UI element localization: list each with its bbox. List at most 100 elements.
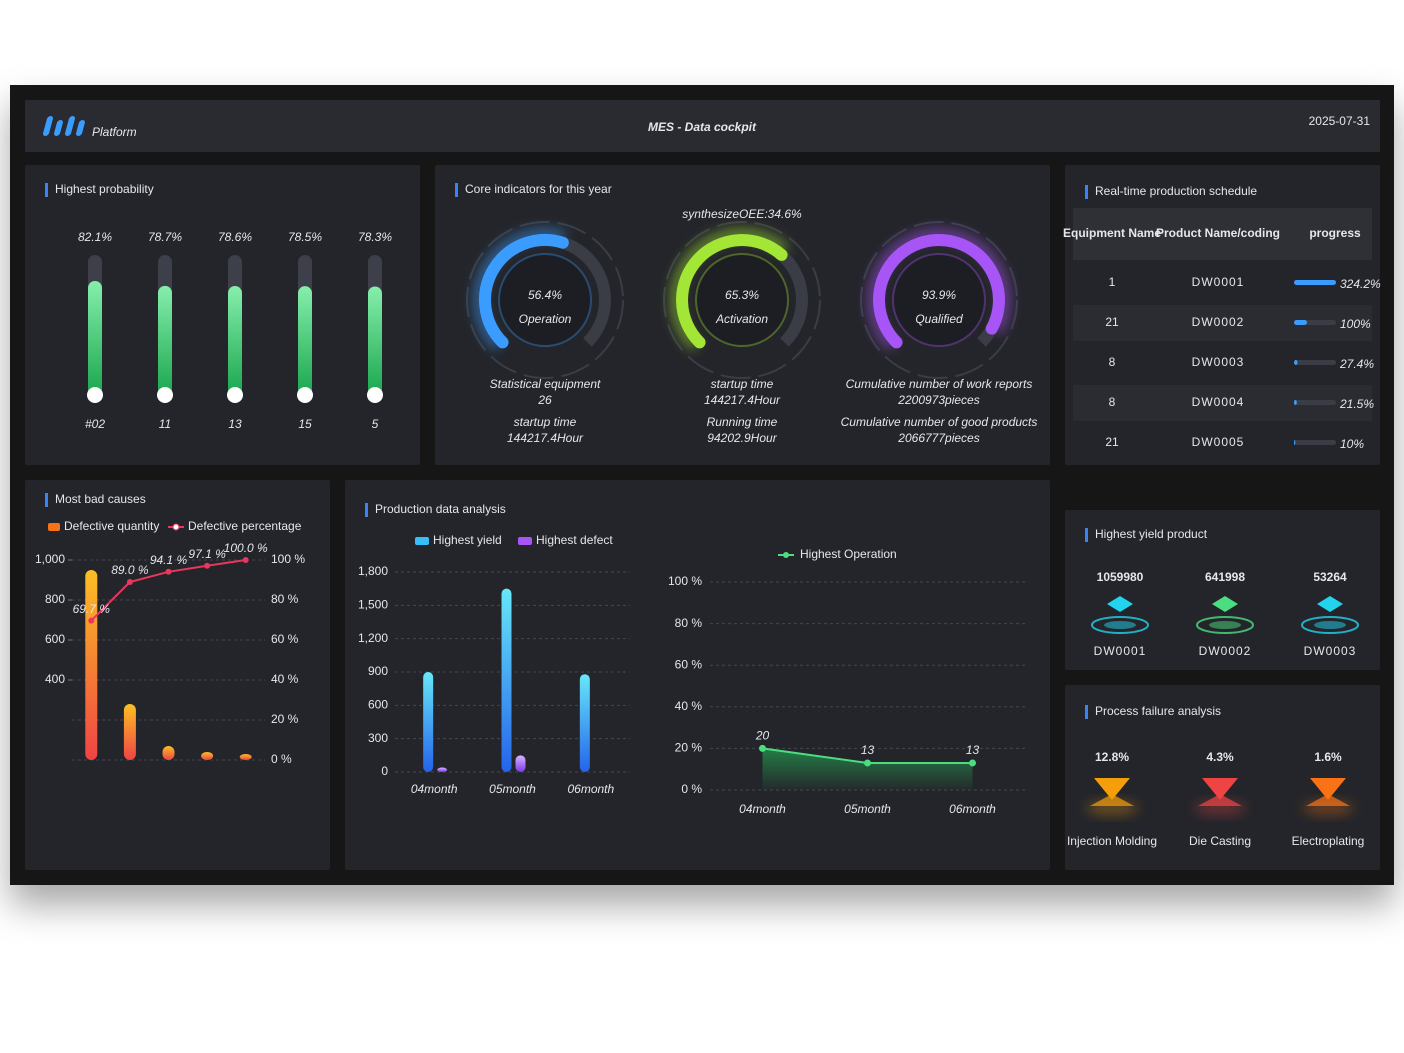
bar	[162, 746, 175, 760]
equipment-cell: 8	[1109, 355, 1116, 369]
stat-value: 144217.4Hour	[704, 393, 781, 407]
legend-label: Highest Operation	[800, 547, 897, 561]
title-marker	[45, 493, 48, 507]
gauge-ring	[860, 221, 1018, 379]
y-tick-label: 900	[368, 664, 388, 678]
progress-bar	[1294, 320, 1307, 325]
legend-label: Defective percentage	[188, 519, 302, 533]
bar	[501, 588, 512, 772]
bar	[515, 755, 526, 772]
x-tick-label: 05month	[489, 782, 536, 796]
y-tick-label: 1,500	[358, 598, 388, 612]
equipment-cell: 21	[1105, 315, 1119, 329]
y2-tick-label: 20 %	[271, 712, 299, 726]
column-header: Product Name/coding	[1156, 226, 1280, 240]
item-icon	[1090, 794, 1134, 806]
y-tick-label: 40 %	[675, 699, 703, 713]
title-marker	[1085, 705, 1088, 719]
line-point	[204, 562, 211, 569]
gauge-label: Qualified	[915, 312, 963, 326]
gauge-value: 65.3%	[725, 288, 759, 302]
progress-label: 27.4%	[1339, 357, 1374, 371]
column-header: Equipment Name	[1063, 226, 1161, 240]
area	[762, 748, 973, 790]
progress-track	[1294, 400, 1336, 405]
item-value: 1.6%	[1314, 750, 1342, 764]
bar-knob	[367, 387, 383, 403]
x-tick-label: 06month	[949, 802, 996, 816]
stat-value: 26	[537, 393, 552, 407]
panel	[25, 165, 420, 465]
legend-swatch	[415, 537, 429, 545]
legend-label: Highest defect	[536, 533, 613, 547]
legend-swatch	[783, 552, 789, 558]
line-point	[864, 759, 871, 767]
x-tick-label: 04month	[411, 782, 458, 796]
gauge-arc	[479, 234, 569, 349]
item-icon	[1202, 778, 1238, 800]
item-name: DW0003	[1304, 644, 1357, 658]
item-icon	[1314, 621, 1346, 629]
column-header: progress	[1309, 226, 1361, 240]
item-value: 12.8%	[1095, 750, 1129, 764]
legend-swatch	[518, 537, 532, 545]
value-label: 78.5%	[288, 230, 322, 244]
gauge-value: 56.4%	[528, 288, 562, 302]
progress-bar	[1294, 360, 1298, 365]
item-icon	[1306, 794, 1350, 806]
header-bar	[25, 100, 1380, 152]
y-tick-label: 100 %	[668, 574, 702, 588]
y2-tick-label: 0 %	[271, 752, 292, 766]
title-marker	[1085, 528, 1088, 542]
panel	[1065, 685, 1380, 870]
gauge-label: Operation	[519, 312, 572, 326]
item-value: 1059980	[1097, 570, 1144, 584]
bar-knob	[87, 387, 103, 403]
category-label: 5	[372, 417, 379, 431]
y2-tick-label: 100 %	[271, 552, 305, 566]
stat-label: startup time	[711, 377, 774, 391]
x-tick-label: 06month	[567, 782, 614, 796]
equipment-cell: 8	[1109, 395, 1116, 409]
bar	[298, 286, 312, 400]
line-point	[759, 744, 766, 752]
bar-knob	[157, 387, 173, 403]
progress-track	[1294, 360, 1336, 365]
y-tick-label: 0 %	[681, 782, 702, 796]
gauge-ring	[466, 221, 624, 379]
gauge-arc	[873, 234, 1005, 349]
header-date: 2025-07-31	[1309, 114, 1371, 128]
bar-knob	[297, 387, 313, 403]
gauge-value: 93.9%	[922, 288, 956, 302]
legend-swatch	[172, 523, 180, 531]
progress-label: 10%	[1340, 437, 1364, 451]
stat-value: 2066777pieces	[897, 431, 979, 445]
item-value: 641998	[1205, 570, 1245, 584]
header-title: MES - Data cockpit	[648, 120, 757, 134]
y-tick-label: 300	[368, 731, 388, 745]
stat-label: Cumulative number of good products	[841, 415, 1038, 429]
x-tick-label: 04month	[739, 802, 786, 816]
product-cell: DW0002	[1192, 315, 1245, 329]
item-icon	[1094, 778, 1130, 800]
value-label: 69.7 %	[73, 602, 111, 616]
item-name: Injection Molding	[1067, 834, 1157, 848]
y-tick-label: 1,200	[358, 631, 388, 645]
y-tick-label: 60 %	[675, 657, 703, 671]
value-label: 94.1 %	[150, 553, 188, 567]
item-icon	[1209, 621, 1241, 629]
progress-track	[1294, 440, 1336, 445]
y-tick-label: 600	[45, 632, 65, 646]
item-name: Electroplating	[1292, 834, 1365, 848]
bar	[88, 280, 102, 400]
logo-text: Platform	[92, 125, 137, 139]
value-label: 100.0 %	[224, 541, 268, 555]
bar-knob	[227, 387, 243, 403]
item-icon	[1196, 616, 1254, 634]
y2-tick-label: 80 %	[271, 592, 299, 606]
line-point	[88, 617, 95, 624]
y-tick-label: 400	[45, 672, 65, 686]
gauge-inner	[892, 253, 986, 347]
equipment-cell: 21	[1105, 435, 1119, 449]
